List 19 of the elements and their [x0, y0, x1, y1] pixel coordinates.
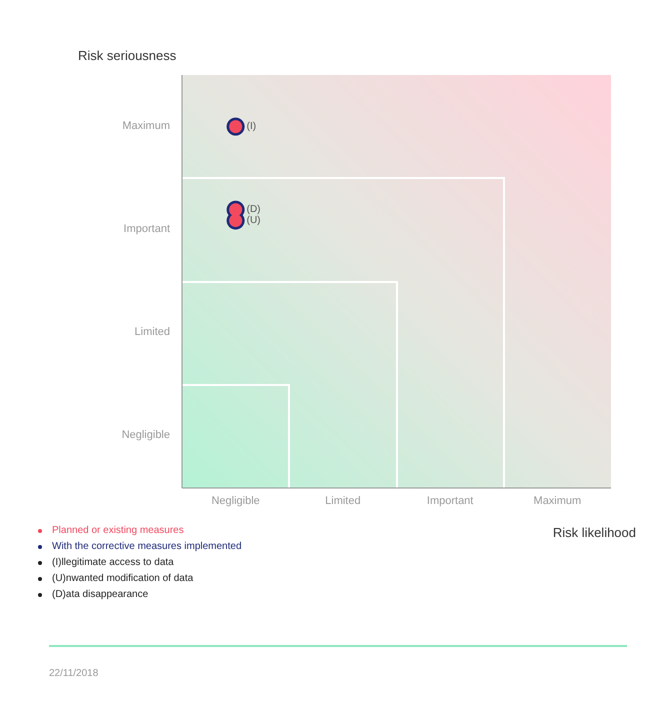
text: (U)nwanted modification of data [51, 572, 194, 586]
x-tick-label: Important [426, 494, 474, 507]
y-axis-title: Risk seriousness [78, 48, 176, 63]
x-tick-label: Negligible [211, 494, 260, 507]
annotation: (D) [246, 204, 261, 215]
legend-label: With the corrective measures implemented [51, 540, 242, 554]
text: Maximum [122, 120, 170, 132]
text: (I)llegitimate access to data [51, 556, 175, 570]
text: 22/11/2018 [49, 668, 98, 679]
legend-label: Planned or existing measures [51, 524, 185, 538]
annotation: (I) [246, 120, 256, 132]
text: Important [124, 222, 170, 235]
x-tick-label: Maximum [534, 494, 582, 507]
annotation: (U) [246, 214, 261, 226]
x-axis-title: Risk likelihood [552, 525, 636, 540]
text: (D)ata disappearance [51, 588, 150, 602]
text: Limited [134, 326, 170, 338]
x-tick-label: Limited [325, 494, 361, 507]
text: Negligible [122, 429, 170, 442]
